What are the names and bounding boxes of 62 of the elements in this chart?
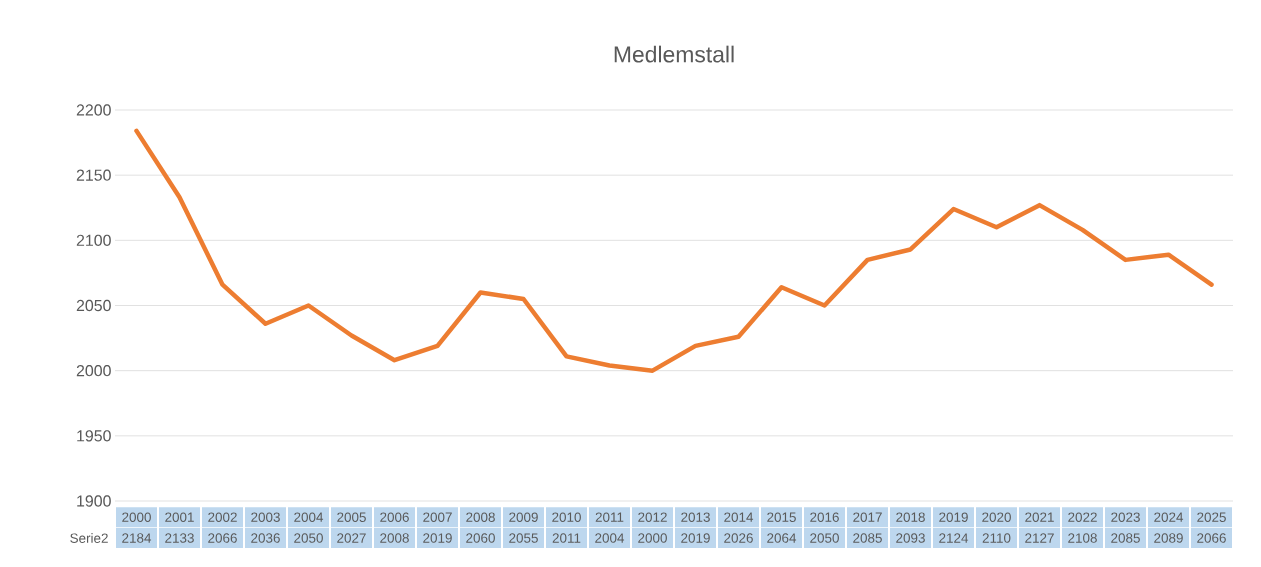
x-tick-label: 2020 <box>982 512 1011 522</box>
data-label: 2050 <box>810 533 839 543</box>
data-label: 2000 <box>638 533 667 543</box>
x-tick-label: 2003 <box>251 512 280 522</box>
data-label: 2019 <box>681 533 710 543</box>
data-label: 2004 <box>595 533 625 543</box>
x-tick-label: 2005 <box>337 512 366 522</box>
data-label: 2089 <box>1154 533 1183 543</box>
data-label: 2133 <box>165 533 194 543</box>
x-tick-label: 2019 <box>939 512 968 522</box>
x-tick-label: 2023 <box>1111 512 1140 522</box>
data-label: 2026 <box>724 533 753 543</box>
data-label: 2110 <box>982 533 1011 543</box>
y-tick-label: 1950 <box>77 430 111 442</box>
data-label: 2085 <box>853 533 882 543</box>
data-label: 2066 <box>1197 533 1226 543</box>
x-tick-label: 2015 <box>767 512 796 522</box>
y-tick-label: 2200 <box>76 104 111 116</box>
data-label: 2066 <box>208 533 237 543</box>
x-tick-label: 2006 <box>380 512 409 522</box>
y-tick-label: 2100 <box>76 234 111 246</box>
x-tick-label: 2009 <box>509 512 538 522</box>
x-tick-label: 2017 <box>853 512 882 522</box>
x-tick-label: 2012 <box>638 512 667 522</box>
data-label: 2011 <box>552 533 581 543</box>
x-tick-label: 2013 <box>681 512 710 522</box>
data-label: 2027 <box>337 533 366 543</box>
x-tick-label: 2008 <box>466 512 495 522</box>
data-label: 2124 <box>939 533 969 543</box>
data-label: 2008 <box>380 533 409 543</box>
data-label: 2036 <box>251 533 280 543</box>
x-tick-label: 2021 <box>1025 512 1054 522</box>
x-tick-label: 2024 <box>1154 512 1184 522</box>
x-tick-label: 2010 <box>552 512 581 522</box>
x-tick-label: 2001 <box>165 512 194 522</box>
x-tick-label: 2025 <box>1197 512 1226 522</box>
x-tick-label: 2014 <box>724 512 754 522</box>
line-series <box>134 128 1214 373</box>
data-label: 2064 <box>767 533 797 543</box>
x-tick-label: 2002 <box>208 512 237 522</box>
data-label: 2184 <box>122 533 152 543</box>
data-label: 2085 <box>1111 533 1140 543</box>
x-tick-label: 2018 <box>896 512 925 522</box>
y-tick-label: 2050 <box>76 299 111 312</box>
data-label: 2127 <box>1025 533 1054 543</box>
data-label: 2108 <box>1068 533 1097 543</box>
x-tick-label: 2004 <box>294 512 324 522</box>
data-label: 2093 <box>896 533 925 543</box>
x-tick-label: 2007 <box>423 512 452 522</box>
data-label: 2050 <box>294 533 323 543</box>
text: Serie2 <box>70 533 108 543</box>
x-tick-label: 2011 <box>595 512 624 522</box>
chart-title: Medlemstall <box>614 45 734 63</box>
data-label: 2019 <box>423 533 452 543</box>
x-tick-label: 2016 <box>810 512 839 522</box>
data-label: 2055 <box>509 533 538 543</box>
x-tick-label: 2022 <box>1068 512 1097 522</box>
x-tick-label: 2000 <box>122 512 151 522</box>
y-tick-label: 2150 <box>76 169 111 181</box>
data-label: 2060 <box>466 533 495 543</box>
y-tick-label: 2000 <box>76 365 111 377</box>
y-tick-label: 1900 <box>77 495 111 507</box>
